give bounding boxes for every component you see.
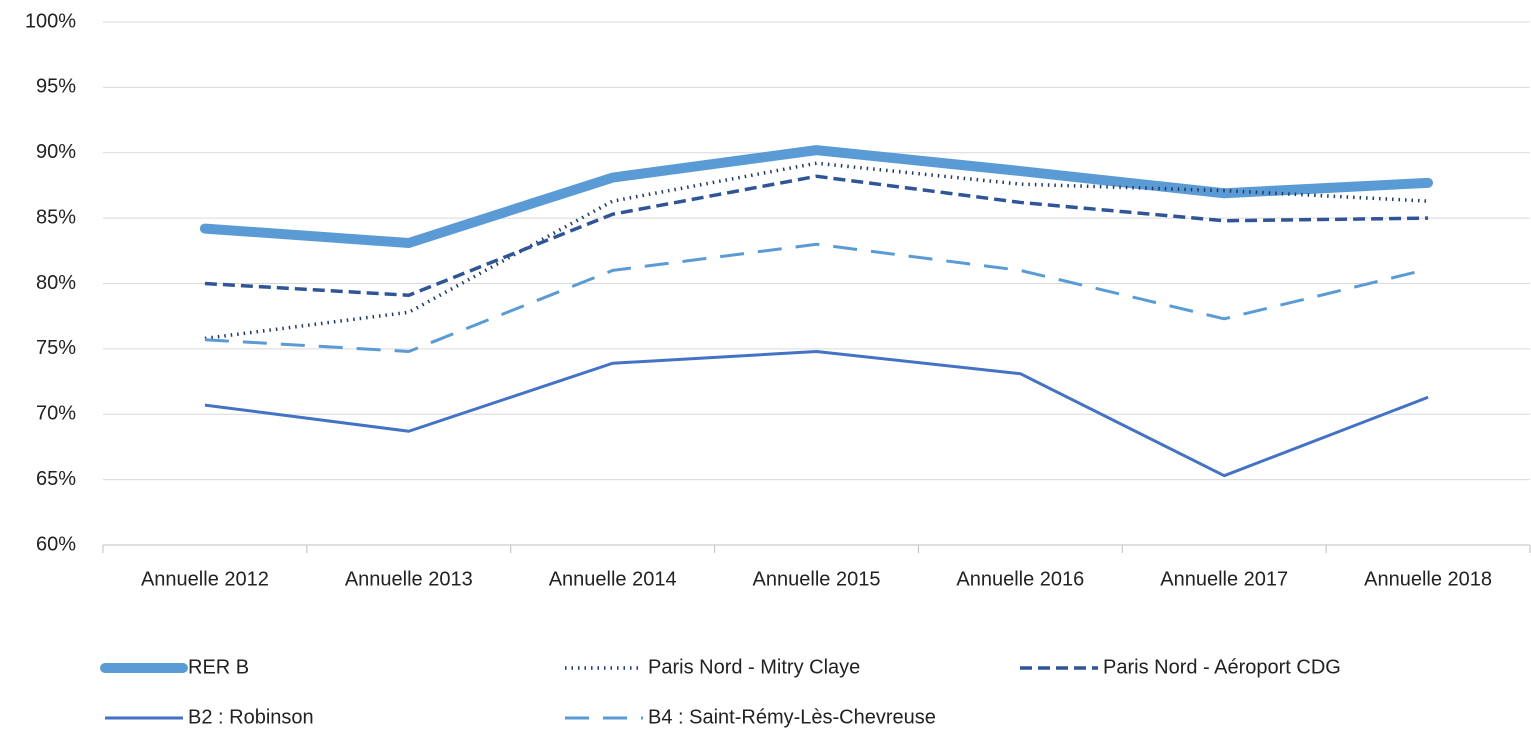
series-line xyxy=(199,145,1434,248)
series-line xyxy=(204,161,1429,341)
legend-label: RER B xyxy=(188,656,249,678)
legend-label: Paris Nord - Aéroport CDG xyxy=(1103,656,1341,678)
series-line xyxy=(204,242,1429,353)
y-tick-label: 65% xyxy=(36,468,76,490)
legend-label: B2 : Robinson xyxy=(188,706,314,728)
x-tick-label: Annuelle 2012 xyxy=(141,568,269,590)
y-tick-label: 60% xyxy=(36,533,76,555)
x-tick-label: Annuelle 2015 xyxy=(753,568,881,590)
x-tick-label: Annuelle 2018 xyxy=(1364,568,1492,590)
series-line xyxy=(204,349,1429,478)
legend-label: Paris Nord - Mitry Claye xyxy=(648,656,860,678)
x-tick-label: Annuelle 2013 xyxy=(345,568,473,590)
series-line xyxy=(204,174,1429,298)
x-tick-label: Annuelle 2014 xyxy=(549,568,677,590)
y-tick-label: 90% xyxy=(36,141,76,163)
y-tick-label: 100% xyxy=(25,10,76,32)
y-tick-label: 95% xyxy=(36,76,76,98)
legend-label: B4 : Saint-Rémy-Lès-Chevreuse xyxy=(648,706,936,728)
x-tick-label: Annuelle 2017 xyxy=(1160,568,1288,590)
y-tick-label: 85% xyxy=(36,206,76,228)
x-tick-label: Annuelle 2016 xyxy=(956,568,1084,590)
y-tick-label: 75% xyxy=(36,337,76,359)
y-tick-label: 80% xyxy=(36,272,76,294)
y-tick-label: 70% xyxy=(36,403,76,425)
